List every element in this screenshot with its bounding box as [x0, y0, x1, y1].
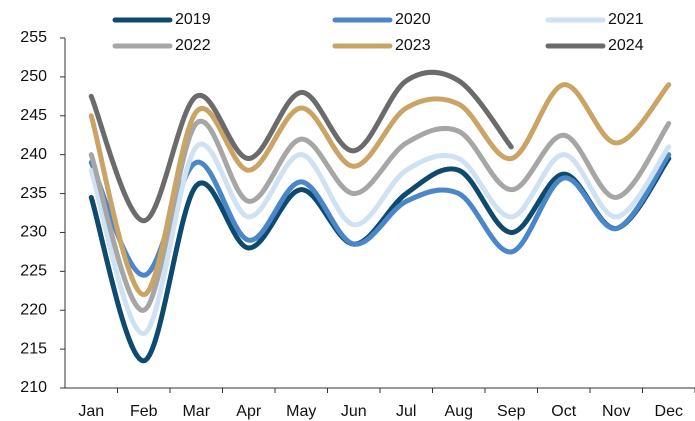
y-tick-label: 235: [20, 185, 47, 202]
y-tick-label: 215: [20, 340, 47, 357]
x-tick-label: Jun: [341, 403, 367, 420]
y-tick-label: 220: [20, 301, 47, 318]
y-tick-label: 255: [20, 29, 47, 46]
x-tick-label: Aug: [445, 403, 473, 420]
x-tick-label: Jan: [78, 403, 104, 420]
x-tick-label: Apr: [236, 403, 262, 420]
x-tick-label: Nov: [602, 403, 630, 420]
x-tick-label: Oct: [551, 403, 576, 420]
legend-label: 2024: [608, 37, 644, 54]
y-tick-label: 230: [20, 224, 47, 241]
x-tick-label: Mar: [182, 403, 210, 420]
y-tick-label: 210: [20, 379, 47, 396]
legend-label: 2020: [395, 11, 431, 28]
y-tick-label: 245: [20, 107, 47, 124]
x-tick-label: Sep: [497, 403, 526, 420]
legend-label: 2021: [608, 11, 644, 28]
legend-label: 2019: [175, 11, 211, 28]
series-line: [88, 69, 514, 224]
series-line: [88, 141, 672, 337]
legend-label: 2023: [395, 37, 431, 54]
y-tick-label: 250: [20, 68, 47, 85]
y-tick-label: 225: [20, 263, 47, 280]
x-tick-label: Dec: [655, 403, 683, 420]
x-tick-label: Jul: [396, 403, 416, 420]
x-tick-label: Feb: [130, 403, 158, 420]
y-tick-label: 240: [20, 146, 47, 163]
x-tick-label: May: [286, 403, 316, 420]
legend-label: 2022: [175, 37, 211, 54]
series-line: [88, 82, 672, 298]
